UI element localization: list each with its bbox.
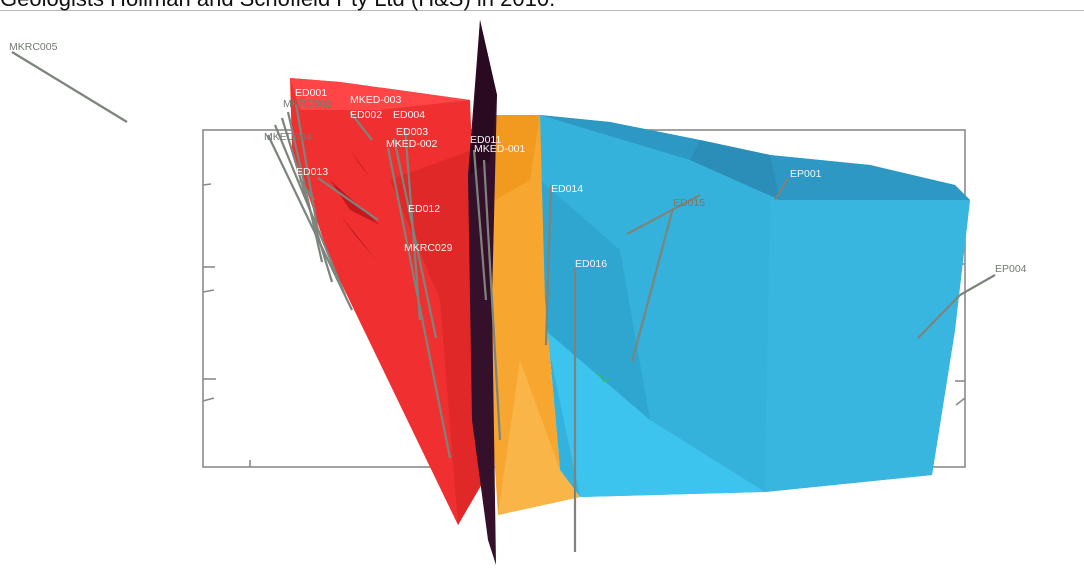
label-ed004: ED004 — [393, 109, 425, 121]
label-mked-001: MKED-001 — [474, 143, 526, 155]
label-mked004: MKED004 — [264, 131, 312, 143]
blue-ore-body — [540, 115, 970, 497]
label-mkrc002: MKRC002 — [283, 98, 332, 110]
label-mkrc005: MKRC005 — [9, 41, 58, 53]
label-ed014: ED014 — [551, 183, 583, 195]
label-ed013: ED013 — [296, 166, 328, 178]
label-ed012: ED012 — [408, 203, 440, 215]
label-ed016: ED016 — [575, 258, 607, 270]
label-ep001: EP001 — [790, 168, 822, 180]
drillhole-labels: MKRC005 ED001 MKED-003 MKRC002 ED002 ED0… — [9, 41, 1027, 275]
caption-text: Geologists Hollman and Schofield Pty Ltd… — [0, 0, 1084, 11]
label-ed002: ED002 — [350, 109, 382, 121]
label-mked-002: MKED-002 — [386, 138, 438, 150]
label-ed003: ED003 — [396, 126, 428, 138]
label-ed001: ED001 — [295, 87, 327, 99]
label-ed015: ED015 — [673, 197, 705, 209]
collar-marker — [596, 371, 611, 383]
label-ed011: ED011 — [470, 134, 501, 146]
label-ep004: EP004 — [995, 263, 1027, 275]
label-mkrc029: MKRC029 — [404, 242, 453, 254]
drillhole-traces — [11, 51, 996, 552]
label-mked-003: MKED-003 — [350, 94, 402, 106]
